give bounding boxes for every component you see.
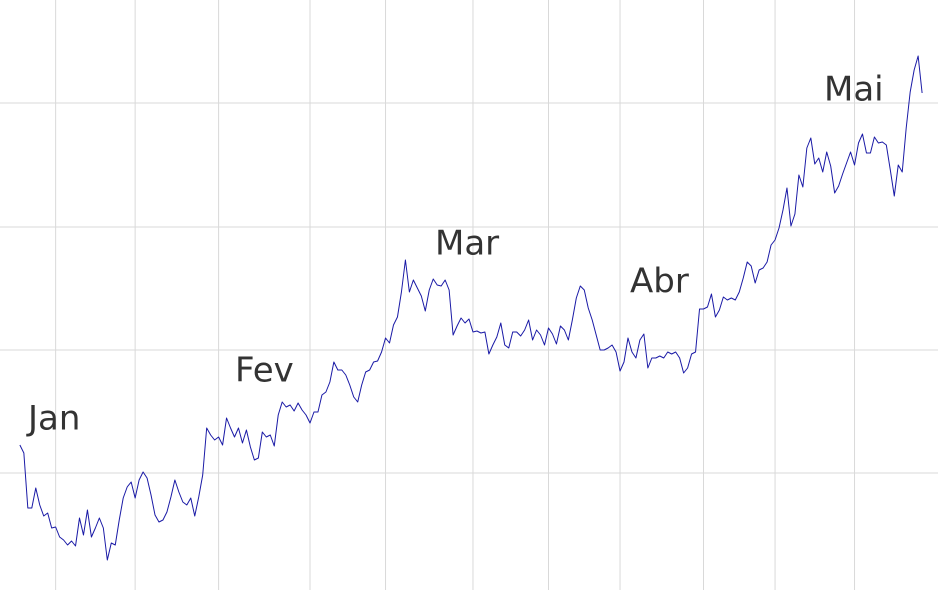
month-annotation: Fev: [235, 351, 294, 391]
month-annotation: Mai: [824, 70, 884, 110]
price-line: [19, 55, 923, 561]
month-annotation: Jan: [26, 399, 80, 439]
month-annotation: Mar: [435, 224, 499, 264]
month-annotation: Abr: [630, 262, 689, 302]
